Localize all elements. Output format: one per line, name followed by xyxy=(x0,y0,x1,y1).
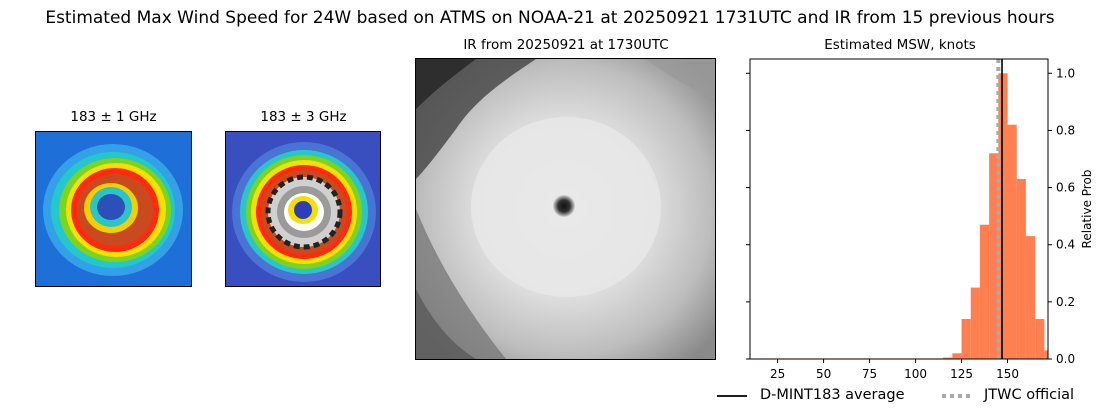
histogram-bar-21 xyxy=(952,353,962,359)
ir-panel-title: IR from 20250921 at 1730UTC xyxy=(463,37,669,53)
y-tick-label-1: 0.2 xyxy=(1056,295,1075,309)
y-tick-label-3: 0.6 xyxy=(1056,181,1075,195)
histogram-bar-22 xyxy=(961,319,971,359)
storm-eye xyxy=(553,195,575,217)
histogram-bar-24 xyxy=(979,224,990,359)
x-tick-label-2: 75 xyxy=(862,367,877,381)
x-tick-label-3: 100 xyxy=(904,367,927,381)
y-tick-label-0: 0.0 xyxy=(1056,352,1075,366)
legend-average-swatch xyxy=(717,395,747,397)
histogram-chart: 25 50 75 100 125 150 0.0 0.2 0.4 0.6 0.8 1.0 Relat… xyxy=(746,58,1094,381)
mw1-image-panel xyxy=(35,131,192,287)
mw3-microwave-image xyxy=(226,132,380,286)
histogram-bar-26 xyxy=(998,73,1008,360)
ir-image-panel xyxy=(415,58,716,360)
mw3-image-panel xyxy=(225,131,381,287)
x-tick-label-1: 50 xyxy=(816,367,831,381)
x-tick-label-0: 25 xyxy=(770,367,785,381)
histogram-bar-23 xyxy=(970,287,980,359)
histogram-bar-31 xyxy=(1044,350,1048,359)
histogram-bar-30 xyxy=(1035,319,1045,359)
y-tick-label-5: 1.0 xyxy=(1056,66,1075,80)
chart-title: Estimated MSW, knots xyxy=(824,37,976,53)
legend-official-swatch xyxy=(942,394,974,398)
mw1-panel-title: 183 ± 1 GHz xyxy=(70,109,157,125)
y-axis-label: Relative Prob xyxy=(1080,170,1094,249)
figure-title: Estimated Max Wind Speed for 24W based o… xyxy=(45,8,1055,28)
legend: D-MINT183 average JTWC official xyxy=(714,387,1100,407)
histogram-bar-25 xyxy=(989,153,999,359)
mw3-panel-title: 183 ± 3 GHz xyxy=(260,109,347,125)
histogram-bar-28 xyxy=(1016,179,1026,359)
chart-axes-frame xyxy=(749,58,1049,360)
histogram-bar-20 xyxy=(943,357,953,359)
histogram-bar-27 xyxy=(1007,124,1017,359)
y-tick-label-4: 0.8 xyxy=(1056,123,1075,137)
x-tick-label-5: 150 xyxy=(996,367,1019,381)
mw1-microwave-image xyxy=(36,132,191,286)
x-tick-label-4: 125 xyxy=(950,367,973,381)
y-tick-label-2: 0.4 xyxy=(1056,238,1075,252)
histogram-bar-29 xyxy=(1025,236,1036,359)
ir-satellite-image xyxy=(416,59,715,359)
legend-average-label: D-MINT183 average xyxy=(760,387,905,403)
legend-official-label: JTWC official xyxy=(984,387,1075,403)
